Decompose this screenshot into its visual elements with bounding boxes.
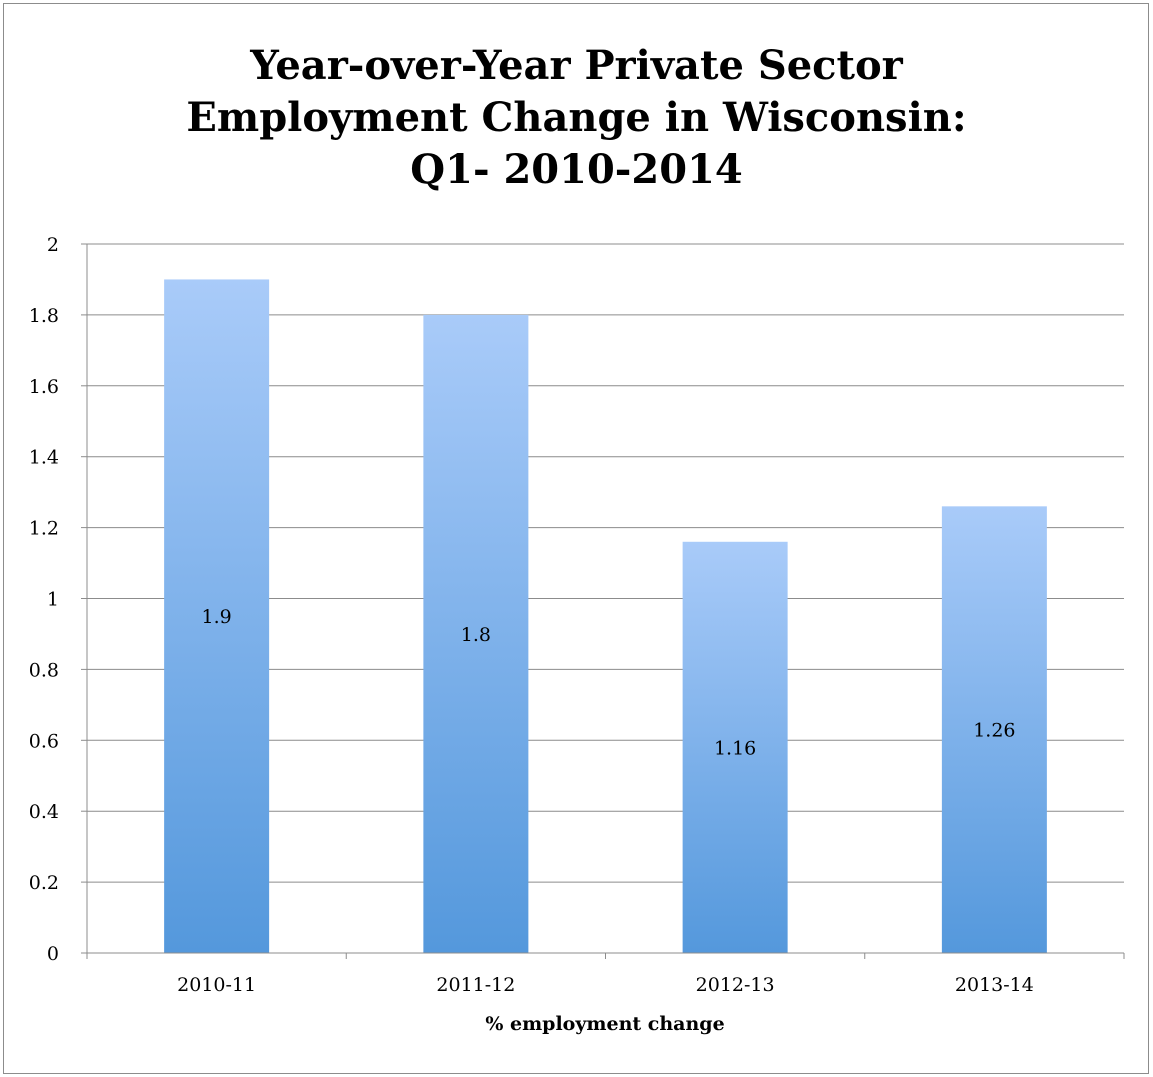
data-label: 1.9 xyxy=(202,606,232,628)
y-tick-label: 0 xyxy=(47,943,59,965)
axes xyxy=(81,243,1125,959)
bar-2012-13 xyxy=(682,541,788,953)
bar-2010-11 xyxy=(164,279,270,953)
bar-2011-12 xyxy=(423,314,529,953)
y-tick-label: 1.6 xyxy=(29,376,59,398)
labels: 0 0.2 0.4 0.6 0.8 1 1.2 1.4 1.6 1.8 2 1.9 2010-11 1.8… xyxy=(29,234,1034,996)
bar-2013-14 xyxy=(941,506,1047,953)
y-tick-label: 1.2 xyxy=(29,518,59,540)
x-axis-title: % employment change xyxy=(485,1013,724,1035)
y-tick-label: 0.2 xyxy=(29,872,59,894)
y-tick-label: 1 xyxy=(47,589,59,611)
x-tick-label: 2011-12 xyxy=(436,974,515,996)
y-tick-label: 0.6 xyxy=(29,730,59,752)
y-tick-label: 1.4 xyxy=(29,447,59,469)
chart-title-line-3: Q1- 2010-2014 xyxy=(410,146,743,193)
chart-title-line-2: Employment Change in Wisconsin: xyxy=(186,94,967,141)
data-label: 1.16 xyxy=(714,737,756,759)
data-label: 1.26 xyxy=(973,720,1015,742)
x-tick-label: 2012-13 xyxy=(696,974,775,996)
y-tick-label: 2 xyxy=(47,234,59,256)
y-tick-label: 0.8 xyxy=(29,659,59,681)
bars xyxy=(164,279,1047,953)
y-tick-label: 1.8 xyxy=(29,305,59,327)
chart-title-line-1: Year-over-Year Private Sector xyxy=(250,42,903,89)
x-tick-label: 2010-11 xyxy=(177,974,256,996)
chart-title: Year-over-Year Private Sector Employment… xyxy=(0,40,1153,196)
x-tick-label: 2013-14 xyxy=(955,974,1034,996)
data-label: 1.8 xyxy=(461,624,491,646)
y-tick-label: 0.4 xyxy=(29,801,59,823)
